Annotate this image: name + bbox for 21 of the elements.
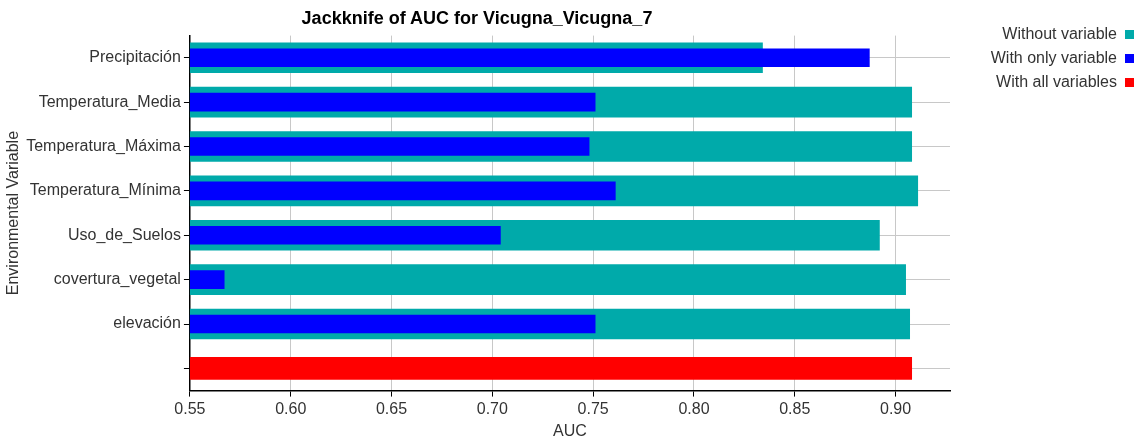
x-tick-label: 0.60 <box>275 399 307 417</box>
y-tick-label: elevación <box>113 314 181 332</box>
y-axis-title: Environmental Variable <box>4 130 22 296</box>
chart-title: Jackknife of AUC for Vicugna_Vicugna_7 <box>301 7 653 28</box>
x-tick-label: 0.70 <box>476 399 509 417</box>
y-tick-label: Temperatura_Media <box>38 92 182 111</box>
x-tick-label: 0.75 <box>577 399 609 417</box>
y-tick-label: Uso_de_Suelos <box>67 225 181 244</box>
x-axis-title: AUC <box>553 421 587 439</box>
y-tick-label: Precipitación <box>89 48 181 66</box>
x-tick-label: 0.80 <box>678 399 710 417</box>
legend-label: With only variable <box>990 48 1117 68</box>
legend-label: With all variables <box>996 72 1117 92</box>
y-tick-label: Temperatura_Máxima <box>26 136 182 155</box>
x-tick-label: 0.55 <box>174 399 206 417</box>
x-tick-label: 0.85 <box>779 399 811 417</box>
x-tick-label: 0.65 <box>375 399 408 417</box>
legend-label: Without variable <box>1002 24 1117 44</box>
y-tick-label: covertura_vegetal <box>53 270 181 289</box>
x-tick-label: 0.90 <box>879 399 912 417</box>
y-tick-label: Temperatura_Mínima <box>29 181 182 200</box>
